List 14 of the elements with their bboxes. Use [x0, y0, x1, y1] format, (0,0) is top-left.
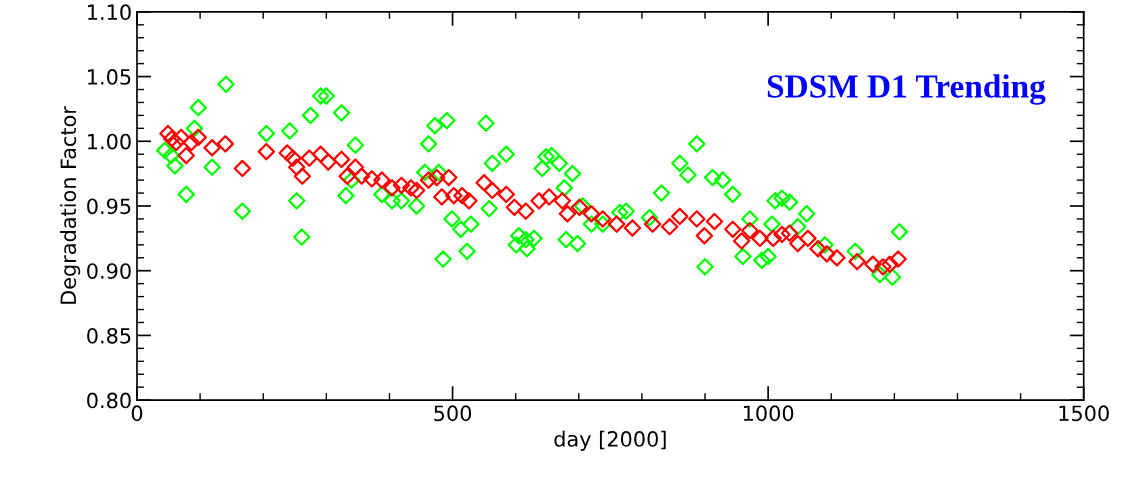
- x-tick-label: 1000: [743, 405, 794, 422]
- x-axis-title: day [2000]: [554, 430, 666, 451]
- x-tick-label: 1500: [1059, 405, 1109, 422]
- y-tick-label: 1.10: [88, 4, 131, 21]
- y-tick-label: 0.90: [87, 263, 131, 279]
- y-tick-label: 1.05: [88, 69, 131, 85]
- y-tick-label: 0.85: [87, 327, 131, 344]
- y-tick-label: 0.80: [87, 392, 131, 409]
- y-tick-label: 1.00: [88, 133, 131, 150]
- x-tick-label: 0: [131, 405, 143, 422]
- y-axis-title: Degradation Factor: [60, 106, 81, 304]
- text: SDSM D1 Trending: [767, 74, 1046, 105]
- x-tick-label: 500: [434, 405, 472, 422]
- y-tick-label: 0.95: [87, 198, 131, 215]
